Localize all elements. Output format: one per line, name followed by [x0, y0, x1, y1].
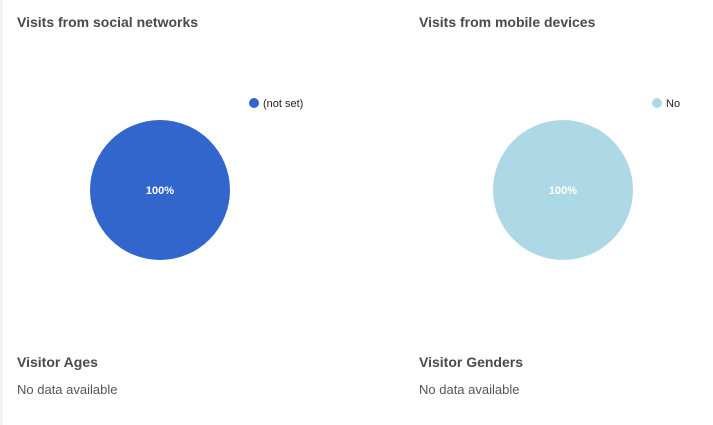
left-border: [0, 0, 3, 425]
legend-marker-1-0[interactable]: [652, 98, 662, 108]
panel-title-mobile: Visits from mobile devices: [419, 14, 596, 30]
social-networks-pie-chart: 100% (not set): [90, 98, 303, 260]
visitor-ages-panel: Visitor Ages No data available: [0, 340, 356, 425]
panel-title-ages: Visitor Ages: [17, 354, 98, 370]
mobile-devices-panel: Visits from mobile devices 100% No: [356, 0, 713, 330]
panel-title-genders: Visitor Genders: [419, 354, 524, 370]
legend-label-1-0[interactable]: No: [666, 98, 680, 110]
slice-data-label-1-0: 100%: [549, 185, 577, 197]
no-data-message-genders: No data available: [419, 382, 520, 397]
panel-title-social: Visits from social networks: [17, 14, 199, 30]
legend-marker-0-0[interactable]: [249, 98, 259, 108]
no-data-message-ages: No data available: [17, 382, 118, 397]
pie-slice-1-0[interactable]: [493, 120, 633, 260]
visitor-genders-panel: Visitor Genders No data available: [356, 340, 713, 425]
mobile-devices-pie-chart: 100% No: [493, 98, 680, 260]
slice-data-label-0-0: 100%: [146, 185, 174, 197]
pie-slice-0-0[interactable]: [90, 120, 230, 260]
legend-label-0-0[interactable]: (not set): [263, 98, 303, 110]
social-networks-panel: Visits from social networks 100% (not set…: [0, 0, 356, 330]
